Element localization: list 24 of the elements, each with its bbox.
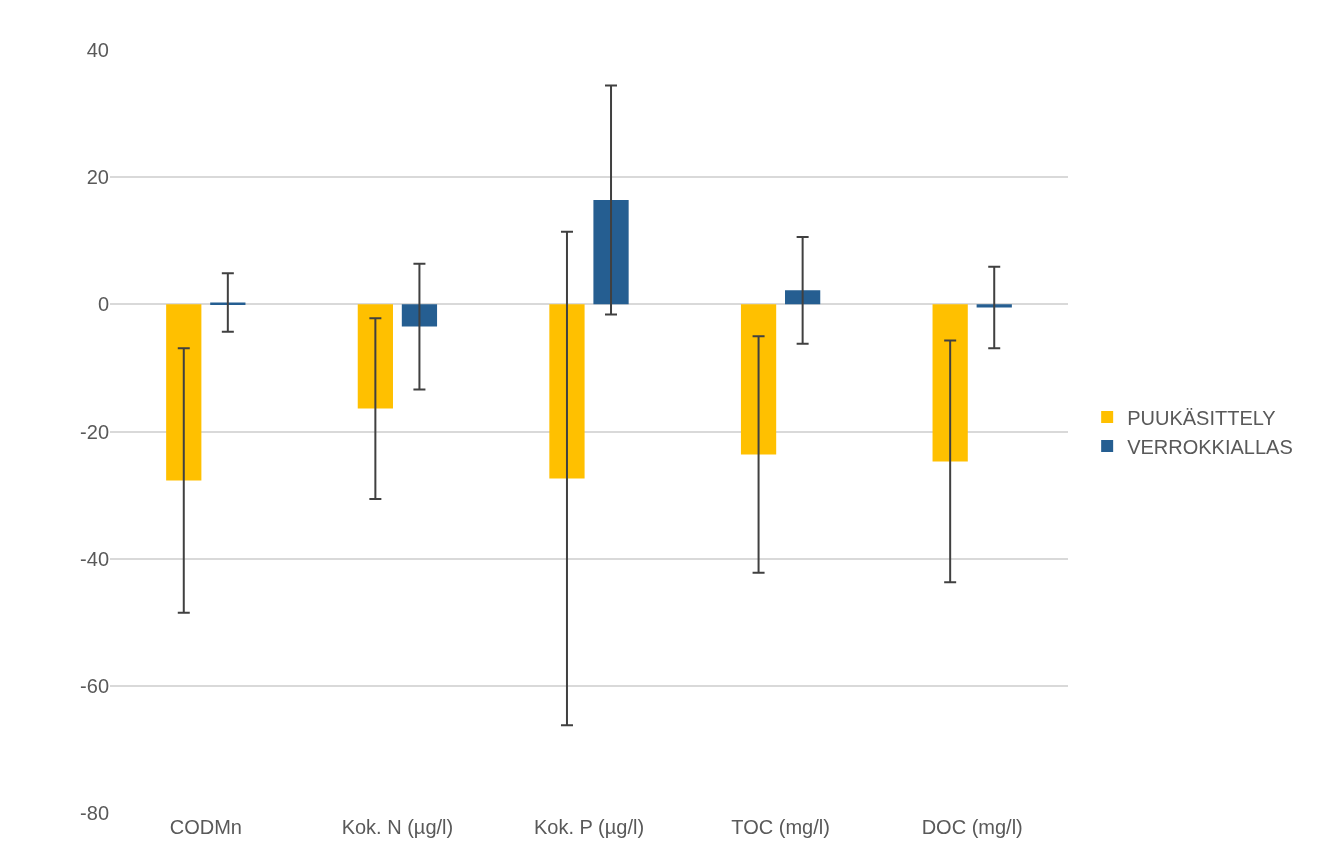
x-tick-label: Kok. P (µg/l) (533, 816, 645, 838)
y-tick-label: 40 (86, 39, 109, 61)
x-tick-label: Kok. N (µg/l) (341, 816, 454, 838)
x-tick-label: DOC (mg/l) (921, 816, 1023, 838)
legend-label: VERROKKIALLAS (1127, 435, 1293, 458)
y-tick-label: -80 (80, 802, 109, 824)
bar (401, 304, 438, 327)
x-tick-label: TOC (mg/l) (731, 816, 830, 838)
bar (357, 304, 393, 409)
bar (549, 304, 585, 479)
bar (593, 200, 629, 305)
bar (740, 304, 777, 455)
bar (932, 304, 968, 462)
y-tick-label: -20 (80, 420, 109, 443)
y-tick-label: 20 (86, 166, 109, 189)
legend-label: PUUKÄSITTELY (1127, 406, 1276, 429)
bar (210, 302, 246, 305)
y-tick-label: -60 (80, 674, 109, 697)
x-tick-label: CODMn (169, 816, 242, 838)
y-tick-label: 0 (97, 293, 109, 316)
bar (166, 304, 202, 481)
bar (976, 304, 1012, 308)
y-tick-label: -40 (80, 547, 109, 570)
bar (785, 290, 821, 305)
